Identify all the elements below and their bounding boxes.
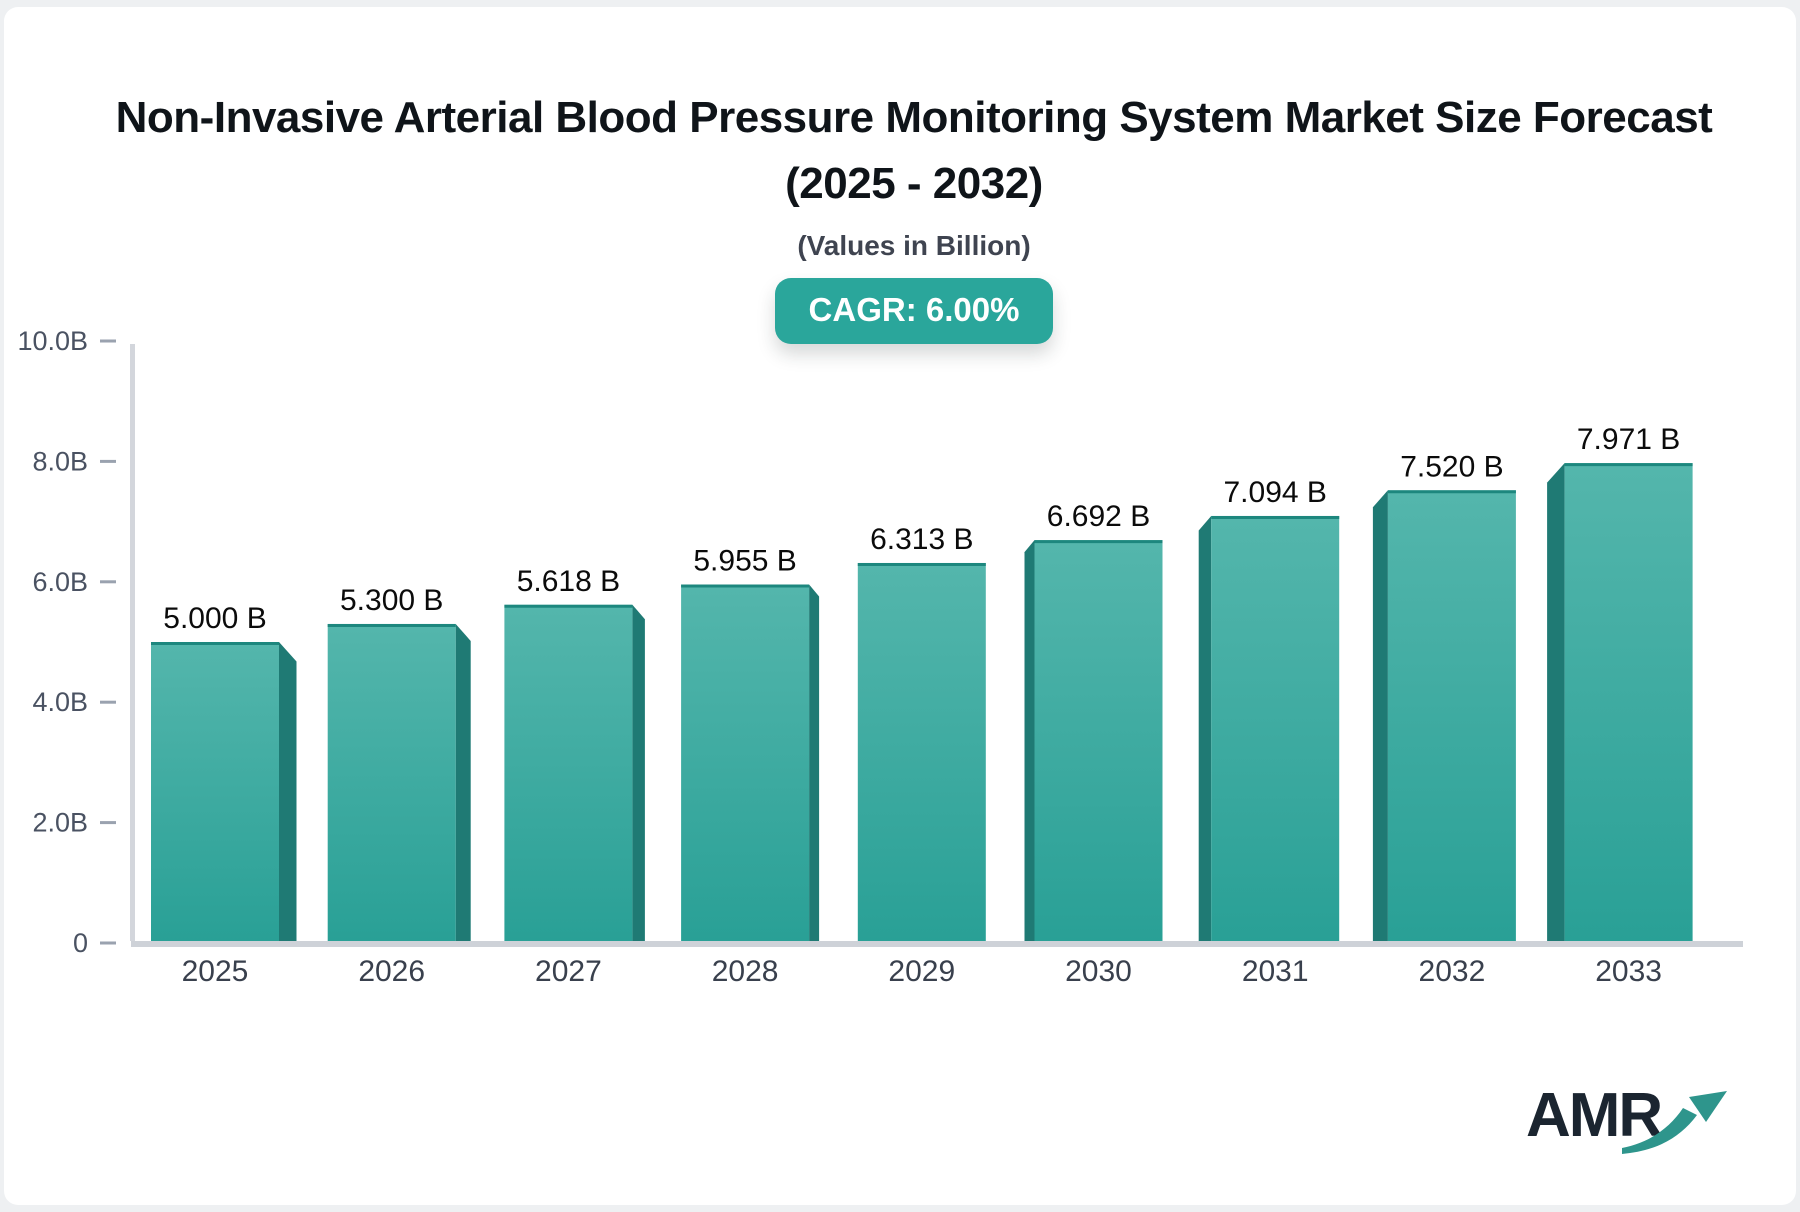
y-axis-tick-label: 8.0B [32,446,88,476]
bar-3d-side [279,642,297,941]
bar-3d-side [1198,515,1212,941]
bar-3d-side [1372,490,1388,941]
chart-header: Non-Invasive Arterial Blood Pressure Mon… [0,0,1800,344]
y-axis-tick-label: 10.0B [17,326,88,356]
bar-group-2030: 6.692 B 2030 [1024,500,1163,988]
x-axis-label-2030: 2030 [1065,955,1132,988]
x-axis-label-2031: 2031 [1242,955,1309,988]
x-axis-baseline [131,941,1743,947]
bar-group-2029: 6.313 B 2029 [857,523,986,988]
bar-2029[interactable] [857,562,986,941]
bar-group-2031: 7.094 B 2031 [1198,476,1340,988]
cagr-badge: CAGR: 6.00% [774,278,1054,344]
x-axis-label-2026: 2026 [358,955,425,988]
logo-arrow-icon [1622,1091,1727,1154]
bar-value-label: 6.313 B [870,523,973,556]
bar-3d-side [455,623,471,941]
bar-value-label: 7.094 B [1223,476,1326,509]
bar-3d-side [809,584,820,941]
bar-value-label: 5.955 B [693,545,796,578]
bar-group-2033: 7.971 B 2033 [1547,423,1693,988]
y-axis-tick-label: 2.0B [32,808,88,838]
logo-text: AMR [1526,1081,1663,1150]
amr-logo: AMR [1526,1080,1727,1170]
bar-2033[interactable] [1564,463,1693,941]
bar-value-label: 6.692 B [1047,500,1150,533]
page-title-years: (2025 - 2032) [785,159,1043,208]
bar-3d-side [1024,540,1035,941]
bar-value-label: 5.618 B [517,565,620,598]
y-axis-tick-label: 4.0B [32,687,88,717]
bar-2028[interactable] [681,584,810,941]
bar-2025[interactable] [151,642,279,941]
x-axis-label-2032: 2032 [1419,955,1486,988]
x-axis-label-2027: 2027 [535,955,602,988]
bar-group-2032: 7.520 B 2032 [1372,450,1516,988]
bar-3d-side [632,604,645,941]
bar-group-2027: 5.618 B 2027 [504,565,645,988]
x-axis-label-2033: 2033 [1595,955,1662,988]
x-axis-label-2028: 2028 [712,955,779,988]
bar-group-2028: 5.955 B 2028 [681,545,820,988]
page-title: Non-Invasive Arterial Blood Pressure Mon… [115,93,1713,142]
badge-wrap: CAGR: 6.00% [14,278,1800,344]
bar-value-label: 7.520 B [1400,450,1503,483]
bar-group-2026: 5.300 B 2026 [327,584,471,988]
chart-subtitle: (Values in Billion) [797,230,1031,261]
bar-2032[interactable] [1387,490,1516,941]
bar-value-label: 7.971 B [1577,423,1680,456]
bar-2030[interactable] [1034,540,1163,941]
bar-3d-side [1547,463,1565,941]
bar-group-2025: 5.000 B 2025 [151,602,297,988]
y-axis-tick-label: 0 [73,928,88,958]
bar-2026[interactable] [327,623,456,941]
bar-value-label: 5.300 B [340,584,443,617]
bar-2027[interactable] [504,604,633,941]
bar-value-label: 5.000 B [163,602,266,635]
x-axis-label-2029: 2029 [888,955,955,988]
y-axis-tick-label: 6.0B [32,567,88,597]
bar-2031[interactable] [1211,515,1340,941]
x-axis-label-2025: 2025 [182,955,249,988]
